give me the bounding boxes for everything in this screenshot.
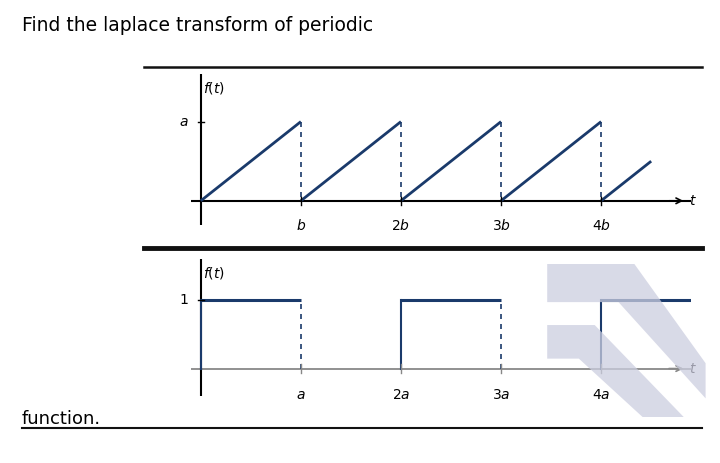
Text: function.: function.: [22, 410, 101, 428]
Text: $4a$: $4a$: [592, 388, 611, 402]
Text: $2b$: $2b$: [392, 218, 410, 233]
Text: $b$: $b$: [296, 218, 306, 233]
Text: $2a$: $2a$: [392, 388, 410, 402]
Text: $3b$: $3b$: [492, 218, 510, 233]
Text: $1$: $1$: [179, 293, 189, 307]
Polygon shape: [547, 264, 706, 398]
Text: Find the laplace transform of periodic: Find the laplace transform of periodic: [22, 16, 373, 35]
Text: $f(t)$: $f(t)$: [203, 81, 225, 96]
Text: $t$: $t$: [689, 194, 697, 208]
Text: $3a$: $3a$: [492, 388, 510, 402]
Text: $f(t)$: $f(t)$: [203, 265, 225, 281]
Text: $4b$: $4b$: [592, 218, 611, 233]
Text: $a$: $a$: [179, 115, 189, 129]
Text: $a$: $a$: [296, 388, 306, 402]
Text: $t$: $t$: [689, 362, 697, 375]
Polygon shape: [547, 325, 706, 463]
